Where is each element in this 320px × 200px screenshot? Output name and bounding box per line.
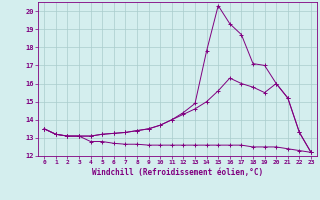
X-axis label: Windchill (Refroidissement éolien,°C): Windchill (Refroidissement éolien,°C) (92, 168, 263, 177)
